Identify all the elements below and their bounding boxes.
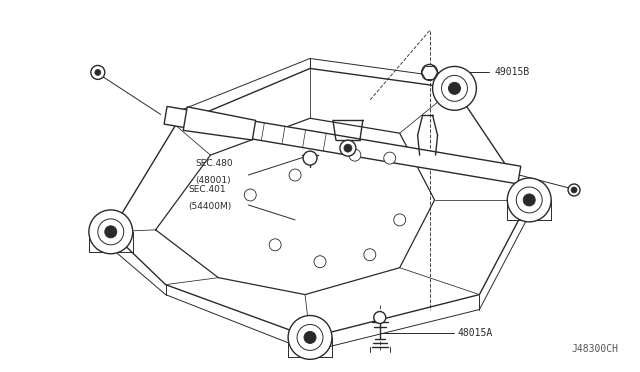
Circle shape [516, 187, 542, 213]
Polygon shape [183, 107, 255, 140]
Text: 49015B: 49015B [494, 67, 529, 77]
Circle shape [433, 67, 476, 110]
Circle shape [571, 187, 577, 193]
Circle shape [349, 149, 361, 161]
Circle shape [422, 64, 438, 80]
Circle shape [449, 82, 460, 94]
Circle shape [91, 65, 105, 79]
Circle shape [98, 219, 124, 245]
Text: 48015A: 48015A [458, 328, 493, 339]
Circle shape [314, 256, 326, 268]
Circle shape [303, 151, 317, 165]
Circle shape [524, 194, 535, 206]
Text: (48001): (48001) [195, 176, 231, 185]
Circle shape [244, 189, 256, 201]
Text: (54400M): (54400M) [189, 202, 232, 211]
Circle shape [288, 315, 332, 359]
Circle shape [442, 76, 467, 101]
Text: SEC.480: SEC.480 [195, 159, 233, 168]
Circle shape [384, 152, 396, 164]
Circle shape [344, 144, 352, 152]
Circle shape [269, 239, 281, 251]
Circle shape [364, 249, 376, 261]
Text: SEC.401: SEC.401 [189, 185, 226, 194]
Circle shape [95, 70, 101, 76]
Circle shape [289, 169, 301, 181]
Circle shape [374, 311, 386, 324]
Circle shape [508, 178, 551, 222]
Text: J48300CH: J48300CH [572, 344, 619, 355]
Circle shape [105, 226, 116, 238]
Circle shape [89, 210, 132, 254]
Circle shape [304, 331, 316, 343]
Circle shape [394, 214, 406, 226]
Polygon shape [164, 106, 521, 184]
Circle shape [568, 184, 580, 196]
Circle shape [297, 324, 323, 350]
Circle shape [340, 140, 356, 156]
